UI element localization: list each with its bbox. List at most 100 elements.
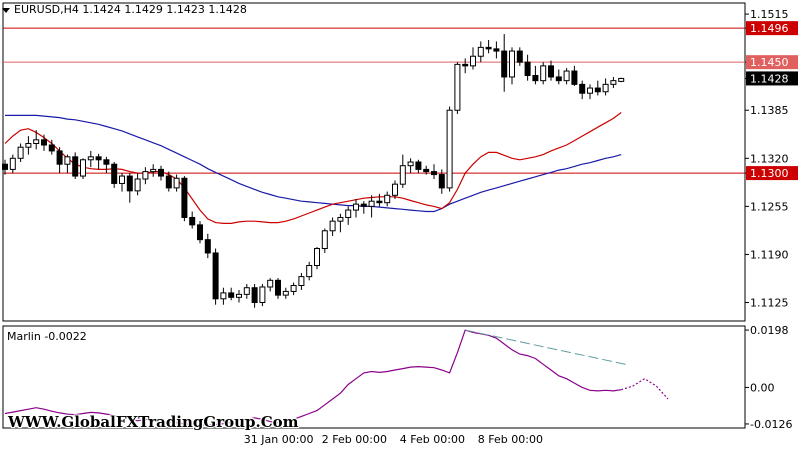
- price-axis-label: 1.1515: [750, 8, 789, 21]
- candle-body: [314, 248, 320, 267]
- candle-body: [9, 157, 16, 170]
- candle-body: [602, 83, 609, 93]
- chart-menu-arrow-icon[interactable]: [2, 8, 10, 13]
- candle-body: [236, 293, 242, 298]
- candle-body: [41, 139, 47, 146]
- candle-body: [189, 216, 196, 226]
- candle-body: [2, 163, 8, 170]
- candle-body: [134, 178, 141, 192]
- candle-body: [111, 163, 118, 184]
- candle-body: [197, 224, 203, 241]
- candle-body: [548, 65, 554, 78]
- candle-body: [524, 61, 531, 76]
- time-axis-label: 4 Feb 00:00: [399, 433, 465, 446]
- candle-body: [446, 109, 453, 189]
- price-axis-label: 1.1255: [750, 200, 789, 213]
- candle-body: [415, 161, 422, 170]
- time-axis-label: 2 Feb 00:00: [321, 433, 387, 446]
- candle-body: [337, 216, 344, 222]
- candle-body: [360, 203, 367, 207]
- candle-body: [516, 50, 523, 63]
- time-axis-label: 31 Jan 00:00: [243, 433, 314, 446]
- candle-body: [407, 161, 414, 167]
- candle-body: [17, 146, 24, 159]
- candle-body: [290, 285, 297, 292]
- level-price-tag-text: 1.1450: [750, 56, 789, 69]
- symbol-ohlc-header: EURUSD,H4 1.1424 1.1429 1.1423 1.1428: [14, 3, 247, 16]
- candle-body: [594, 87, 601, 93]
- candle-body: [95, 156, 102, 161]
- candle-body: [384, 194, 391, 204]
- price-plot-area: [2, 2, 746, 322]
- candle-body: [376, 200, 383, 204]
- current-price-tag: [746, 71, 798, 86]
- candle-body: [485, 46, 492, 50]
- price-axis-label: 1.1125: [750, 297, 789, 310]
- candle-body: [353, 203, 359, 211]
- candle-body: [329, 220, 336, 232]
- candle-body: [321, 230, 328, 250]
- candle-body: [228, 292, 235, 298]
- candle-body: [563, 70, 570, 82]
- indicator-chart[interactable]: 0.0198 0.00 -0.0126: [0, 324, 802, 452]
- candle-body: [454, 63, 461, 111]
- candle-body: [431, 171, 437, 176]
- candle-body: [126, 175, 133, 192]
- price-axis-label: 1.1320: [750, 152, 789, 165]
- candle-body: [298, 276, 305, 287]
- candle-body: [80, 159, 86, 177]
- level-price-tag: [746, 21, 798, 36]
- candle-body: [540, 65, 547, 82]
- candle-body: [142, 171, 149, 180]
- candle-body: [48, 144, 55, 152]
- candle-body: [423, 168, 430, 173]
- candle-body: [158, 168, 164, 177]
- level-price-tag: [746, 166, 798, 181]
- watermark: WWW.GlobalFXTradingGroup.Com: [8, 413, 299, 431]
- candle-body: [275, 279, 281, 296]
- level-price-tag: [746, 55, 798, 70]
- indicator-axis-label: 0.0198: [750, 324, 789, 337]
- marlin-line: [4, 329, 622, 426]
- candle-body: [399, 165, 406, 185]
- marlin-forecast-line: [621, 377, 669, 400]
- candle-body: [72, 156, 79, 177]
- candle-body: [470, 55, 476, 67]
- candle-body: [267, 279, 274, 288]
- candle-body: [204, 239, 211, 254]
- level-price-tag-text: 1.1496: [750, 22, 789, 35]
- candle-body: [119, 175, 125, 184]
- candle-body: [462, 63, 469, 67]
- candle-body: [368, 200, 375, 207]
- time-axis-label: 8 Feb 00:00: [477, 433, 543, 446]
- candle-body: [56, 150, 63, 165]
- candle-body: [477, 46, 484, 57]
- candle-body: [212, 252, 219, 300]
- candle-body: [243, 287, 250, 295]
- candle-body: [33, 139, 40, 145]
- candle-body: [438, 174, 445, 189]
- candle-body: [220, 292, 227, 300]
- candle-body: [282, 290, 289, 296]
- candle-body: [150, 168, 157, 173]
- indicator-axis-label: 0.00: [750, 381, 775, 394]
- candle-body: [555, 76, 562, 82]
- candle-body: [610, 80, 617, 85]
- candle-body: [532, 74, 539, 82]
- candle-body: [345, 209, 352, 218]
- ohlc-values: 1.1424 1.1429 1.1423 1.1428: [82, 3, 247, 16]
- candle-body: [618, 77, 625, 82]
- candle-body: [87, 156, 94, 161]
- candle-body: [64, 156, 71, 165]
- candle-body: [181, 177, 188, 218]
- candle-body: [509, 50, 515, 78]
- candle-body: [25, 143, 32, 148]
- candle-body: [392, 183, 398, 196]
- price-axis-label: 1.1190: [750, 248, 789, 261]
- candle-body: [493, 48, 500, 52]
- ma-fast-line: [4, 112, 622, 224]
- candle-body: [587, 87, 593, 94]
- level-price-tag-text: 1.1300: [750, 167, 789, 180]
